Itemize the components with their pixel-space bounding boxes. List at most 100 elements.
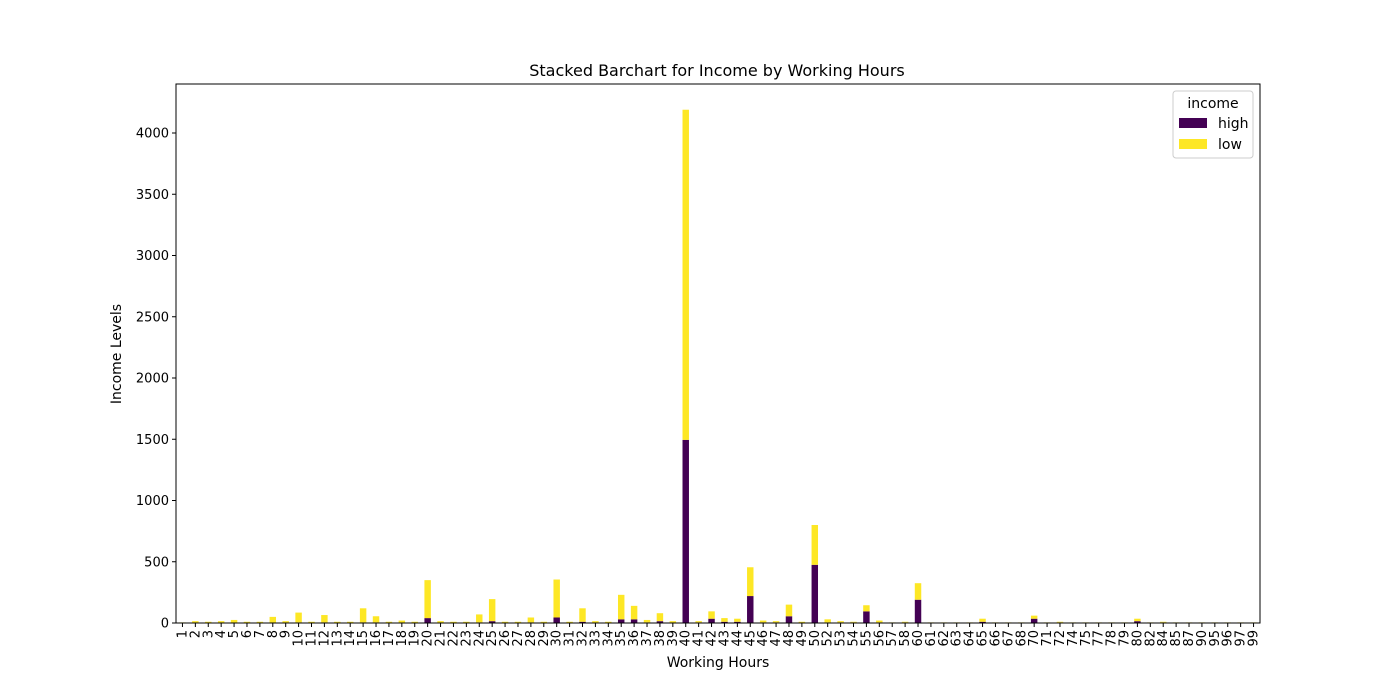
x-tick-label: 77: [1092, 630, 1107, 647]
bar-high-36: [630, 619, 638, 623]
bar-low-26: [501, 621, 509, 623]
bar-low-13: [334, 621, 341, 623]
bar-low-42: [708, 611, 715, 619]
bar-low-10: [295, 612, 302, 623]
bar-high-42: [708, 618, 715, 623]
x-tick-label: 82: [1143, 630, 1158, 647]
bar-low-80: [1134, 618, 1141, 622]
bar-low-16: [372, 616, 380, 623]
x-tick-label: 41: [692, 630, 707, 647]
bar-low-45: [747, 567, 754, 597]
bar-high-30: [553, 617, 560, 623]
x-tick-label: 74: [1066, 630, 1081, 647]
y-tick-label: 4000: [136, 127, 169, 142]
bar-high-50: [811, 564, 819, 623]
x-tick-label: 35: [614, 630, 629, 647]
x-tick-label: 27: [511, 630, 526, 647]
y-tick-label: 500: [144, 555, 169, 570]
bar-low-4: [217, 621, 225, 623]
bar-high-40: [682, 439, 689, 623]
x-tick-label: 80: [1130, 630, 1145, 647]
bar-low-65: [979, 618, 986, 622]
y-tick-label: 0: [161, 617, 169, 632]
x-tick-label: 62: [937, 630, 952, 647]
x-tick-label: 43: [717, 630, 732, 647]
bar-high-65: [979, 621, 986, 623]
bar-low-5: [230, 619, 238, 623]
x-tick-label: 75: [1079, 630, 1094, 647]
x-tick-label: 22: [446, 630, 461, 647]
legend-swatch-low: [1179, 139, 1207, 149]
bar-low-25: [488, 599, 496, 622]
bar-low-41: [695, 621, 702, 623]
x-tick-label: 60: [911, 630, 926, 647]
x-tick-label: 9: [279, 630, 294, 638]
bar-low-14: [346, 621, 354, 623]
bar-high-55: [863, 611, 870, 623]
bar-low-20: [424, 580, 431, 619]
x-tick-label: 67: [1001, 630, 1016, 647]
bar-low-22: [450, 621, 457, 623]
x-tick-label: 56: [872, 630, 887, 647]
bar-low-38: [656, 613, 664, 622]
bar-high-20: [424, 618, 431, 623]
bar-high-48: [785, 616, 793, 623]
x-tick-label: 46: [756, 630, 771, 647]
x-tick-label: 8: [266, 630, 281, 638]
x-tick-label: 21: [434, 630, 449, 647]
bar-low-19: [411, 621, 418, 623]
x-tick-label: 1: [175, 630, 190, 638]
x-tick-label: 2: [188, 630, 203, 638]
bar-low-17: [385, 621, 393, 623]
x-tick-label: 84: [1156, 630, 1171, 647]
x-tick-label: 72: [1053, 630, 1068, 647]
bar-high-25: [488, 621, 496, 623]
y-axis-label: Income Levels: [109, 304, 125, 404]
x-tick-label: 20: [421, 630, 436, 647]
x-tick-label: 57: [885, 630, 900, 647]
x-tick-label: 3: [201, 630, 216, 638]
bar-low-15: [359, 608, 367, 623]
x-tick-label: 12: [317, 630, 332, 647]
y-tick-label: 2000: [136, 372, 169, 387]
y-axis-ticks: 0 500 1000 1500 2000 2500 3000 3500 4000: [136, 127, 176, 632]
x-tick-label: 7: [253, 630, 268, 638]
x-tick-label: 5: [227, 630, 242, 638]
x-tick-label: 63: [950, 630, 965, 647]
x-tick-label: 34: [601, 630, 616, 647]
x-tick-label: 40: [679, 630, 694, 647]
bar-high-43: [721, 621, 728, 623]
x-tick-label: 64: [963, 630, 978, 647]
x-tick-label: 32: [576, 630, 591, 647]
bar-low-9: [282, 621, 289, 623]
x-tick-label: 39: [666, 630, 681, 647]
x-tick-label: 53: [834, 630, 849, 647]
bar-low-36: [630, 605, 638, 620]
y-tick-label: 1000: [136, 494, 169, 509]
x-tick-label: 23: [459, 630, 474, 647]
bar-low-60: [914, 583, 922, 600]
x-tick-label: 19: [408, 630, 423, 647]
bar-low-7: [256, 621, 264, 623]
x-tick-label: 90: [1195, 630, 1210, 647]
bar-low-52: [824, 619, 831, 623]
bar-low-72: [1056, 621, 1064, 623]
bar-low-8: [269, 616, 277, 624]
bar-low-40: [682, 109, 689, 440]
bar-high-35: [617, 619, 625, 623]
x-tick-label: 44: [730, 630, 745, 647]
x-tick-label: 17: [382, 630, 397, 647]
x-tick-label: 47: [769, 630, 784, 647]
x-tick-label: 85: [1169, 630, 1184, 647]
bar-low-43: [721, 618, 728, 622]
bar-low-37: [643, 619, 651, 623]
x-tick-label: 87: [1182, 630, 1197, 647]
legend-label-low: low: [1218, 137, 1242, 153]
bar-low-33: [592, 621, 599, 623]
bar-low-46: [759, 620, 767, 623]
x-tick-label: 95: [1208, 630, 1223, 647]
bar-low-49: [798, 621, 806, 623]
bar-low-6: [243, 621, 251, 623]
x-tick-label: 28: [524, 630, 539, 647]
